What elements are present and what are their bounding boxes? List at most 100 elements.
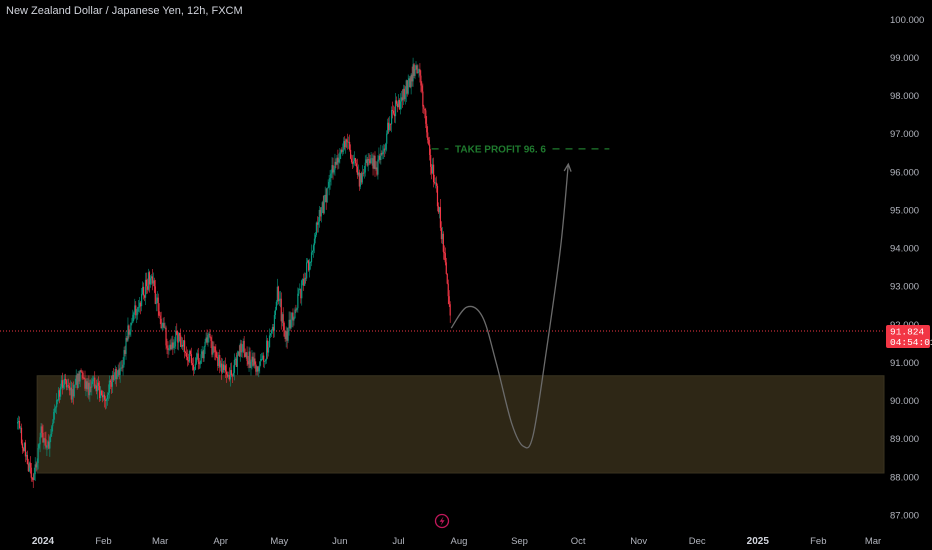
candle-body-125	[139, 302, 141, 308]
candle-body-63	[78, 373, 80, 382]
candle-body-371	[379, 155, 381, 160]
candle-body-59	[74, 384, 76, 386]
candle-body-195	[207, 334, 209, 343]
candle-body-68	[83, 378, 85, 379]
candle-body-99	[113, 379, 115, 381]
candle-body-156	[169, 344, 171, 350]
candle-body-248	[259, 361, 261, 368]
candle-body-136	[149, 278, 152, 285]
candle-body-137	[150, 276, 152, 279]
candle-body-2	[18, 421, 21, 429]
candle-body-313	[322, 202, 324, 213]
candle-body-114	[128, 325, 130, 335]
candle-body-97	[111, 375, 113, 387]
candle-body-211	[223, 364, 225, 370]
candle-body-397	[404, 94, 406, 100]
candle-body-286	[296, 308, 298, 310]
candle-body-339	[348, 141, 350, 143]
take-profit-label[interactable]: TAKE PROFIT 96. 6	[455, 144, 546, 155]
candle-body-352	[360, 173, 362, 183]
candle-body-74	[89, 386, 91, 396]
candle-body-165	[178, 333, 180, 343]
candle-body-263	[273, 314, 276, 331]
candle-body-79	[94, 377, 96, 389]
candle-body-40	[56, 400, 58, 408]
candle-body-31	[47, 441, 49, 447]
price-axis[interactable]: 87.00088.00089.00090.00091.00092.00093.0…	[886, 15, 932, 522]
candle-body-333	[342, 150, 344, 152]
candle-body-81	[96, 385, 98, 392]
candle-body-357	[365, 159, 367, 163]
candle-body-290	[300, 289, 302, 299]
candle-body-373	[381, 153, 383, 155]
candle-body-437	[443, 251, 445, 254]
candle-body-364	[372, 158, 374, 169]
candle-body-175	[187, 360, 190, 362]
candle-body-305	[314, 234, 317, 239]
candle-body-121	[135, 305, 137, 316]
candle-body-134	[147, 272, 150, 290]
candle-body-326	[335, 161, 337, 165]
candle-body-162	[175, 330, 177, 342]
candle-body-12	[28, 462, 30, 472]
candle-body-396	[403, 88, 405, 100]
candle-body-174	[186, 356, 189, 361]
candle-body-317	[326, 187, 328, 203]
candle-body-383	[391, 109, 393, 125]
candle-body-141	[154, 286, 156, 304]
time-tick-10: Nov	[630, 536, 647, 547]
candle-body-331	[340, 149, 342, 153]
price-tick-4: 91.000	[890, 358, 919, 369]
candle-body-102	[116, 376, 118, 379]
candle-body-350	[358, 172, 360, 187]
candle-body-9	[25, 454, 27, 457]
candle-body-439	[445, 262, 447, 274]
candle-body-368	[376, 167, 378, 175]
candle-body-415	[422, 91, 424, 107]
candle-body-272	[282, 314, 284, 323]
candle-body-113	[127, 325, 129, 341]
candle-body-289	[299, 289, 301, 291]
candle-body-266	[276, 286, 278, 302]
candle-body-131	[144, 279, 147, 298]
candle-body-378	[386, 133, 388, 144]
candle-body-106	[120, 367, 122, 369]
candle-body-344	[352, 161, 355, 164]
candle-body-301	[310, 252, 313, 263]
candle-body-369	[377, 159, 379, 175]
candle-body-365	[373, 155, 375, 169]
candle-body-245	[256, 366, 258, 372]
price-tick-7: 94.000	[890, 244, 919, 255]
candle-body-221	[232, 372, 235, 377]
candle-body-109	[123, 350, 125, 365]
drawings-layer: TAKE PROFIT 96. 6	[431, 144, 610, 449]
candle-body-315	[324, 194, 326, 196]
lightning-icon[interactable]	[434, 513, 450, 529]
candle-body-202	[214, 346, 216, 352]
time-tick-2: Mar	[152, 536, 168, 547]
candle-body-366	[374, 155, 376, 169]
candle-body-341	[349, 149, 352, 159]
time-tick-4: May	[270, 536, 288, 547]
current-price-tag	[886, 324, 930, 348]
candle-body-348	[356, 166, 359, 175]
demand-zone[interactable]	[36, 375, 885, 474]
candle-body-51	[66, 385, 69, 388]
candle-body-69	[84, 378, 86, 389]
time-tick-14: Mar	[865, 536, 881, 547]
candle-body-155	[168, 349, 170, 351]
candle-body-29	[45, 439, 47, 448]
candle-body-256	[266, 340, 269, 353]
candle-body-17	[33, 474, 35, 480]
candle-body-8	[24, 442, 27, 457]
candle-body-253	[264, 360, 266, 362]
time-tick-1: Feb	[95, 536, 111, 547]
projection-path[interactable]	[450, 164, 569, 449]
chart-title: New Zealand Dollar / Japanese Yen, 12h, …	[6, 5, 243, 17]
candle-body-30	[46, 446, 48, 448]
candle-body-430	[436, 185, 439, 207]
candle-body-13	[29, 462, 31, 468]
candle-body-171	[183, 340, 186, 352]
time-axis[interactable]: 2024 Feb Mar Apr May Jun Jul Aug Sep Oct Nov Dec 202…	[32, 536, 881, 547]
